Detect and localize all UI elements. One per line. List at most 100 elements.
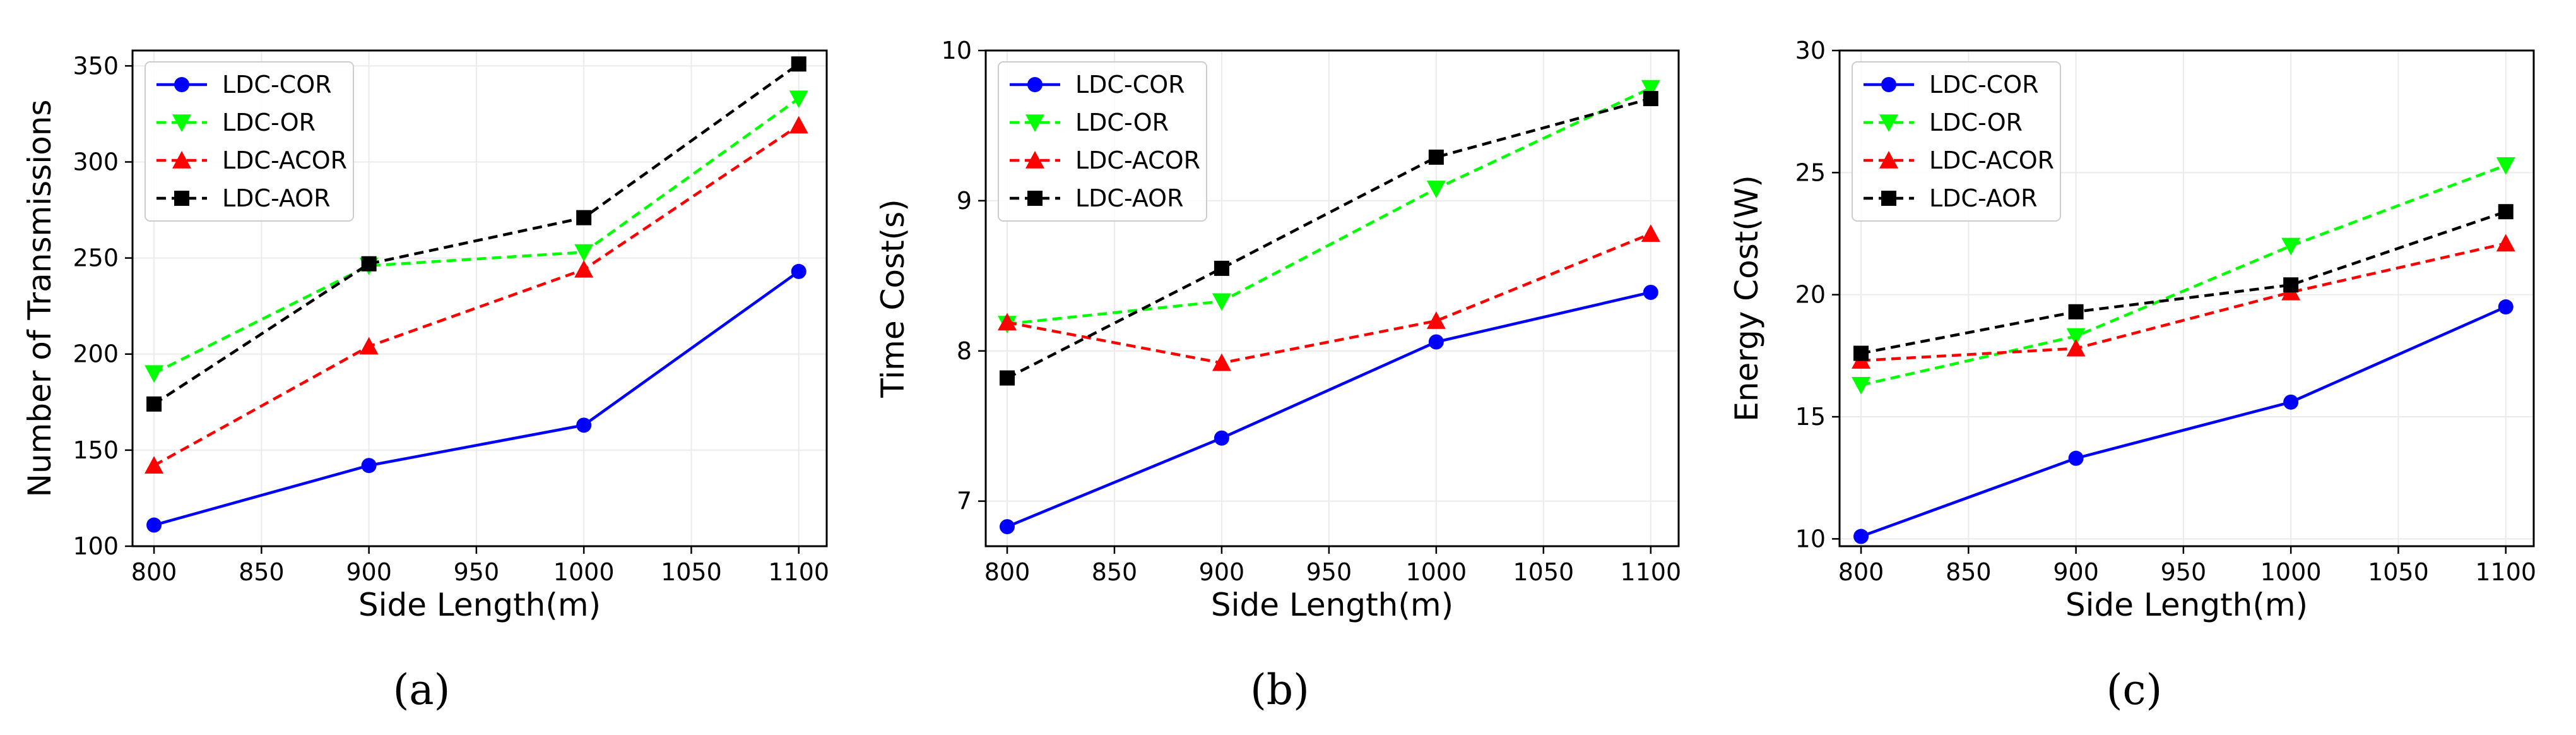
y-tick-label: 15 [1795, 403, 1826, 431]
data-point [1853, 345, 1869, 361]
y-tick-label: 150 [73, 436, 119, 464]
series-ldc-cor [1853, 299, 2514, 544]
data-point [2281, 237, 2301, 256]
data-point [359, 337, 379, 355]
data-point [2498, 299, 2514, 315]
series-line [1860, 305, 2507, 538]
x-tick-label: 950 [454, 558, 500, 586]
data-point [1214, 430, 1229, 446]
x-tick-label: 900 [1199, 558, 1245, 586]
series-line [153, 270, 800, 527]
data-point [361, 458, 377, 474]
data-point [2283, 394, 2299, 410]
data-point [361, 256, 377, 272]
y-axis-label: Energy Cost(W) [1728, 175, 1765, 422]
data-point [1641, 224, 1660, 242]
x-tick-label: 1000 [553, 558, 615, 586]
legend-marker [1881, 191, 1896, 206]
data-point [2068, 450, 2084, 466]
chart-panel-3: 800 850 900 950 1000 1050 1100 10 15 20 25 30 Side L… [1728, 37, 2536, 714]
legend-label: LDC-AOR [1075, 184, 1183, 212]
legend: LDC-COR LDC-OR LDC-ACOR LDC-AOR [145, 61, 354, 222]
data-point [1428, 149, 1444, 165]
data-point [791, 263, 806, 279]
legend-box [1852, 61, 2061, 222]
x-tick-label: 850 [239, 558, 285, 586]
y-tick-label: 100 [73, 532, 119, 560]
data-point [2498, 204, 2514, 220]
series-line [1860, 210, 2507, 355]
legend: LDC-COR LDC-OR LDC-ACOR LDC-AOR [1852, 61, 2061, 222]
legend-label: LDC-OR [1929, 109, 2023, 136]
data-point [1643, 91, 1658, 107]
x-tick-label: 1100 [2475, 558, 2536, 586]
x-axis-label: Side Length(m) [2065, 587, 2308, 623]
chart-panel-1: 800 850 900 950 1000 1050 1100 100 150 200 250 300 3… [21, 49, 829, 714]
y-tick-label: 10 [1795, 525, 1826, 553]
legend-label: LDC-ACOR [1929, 146, 2054, 174]
x-tick-label: 1100 [1620, 558, 1681, 586]
panel-caption: (a) [393, 666, 451, 714]
x-axis-label: Side Length(m) [1211, 587, 1453, 623]
series-line [1860, 164, 2507, 386]
legend-label: LDC-COR [1929, 71, 2039, 99]
data-point [1852, 377, 1871, 395]
axes-frame [1838, 49, 2535, 547]
axes-frame [131, 49, 828, 547]
data-point [2066, 328, 2086, 346]
series-ldc-acor [997, 224, 1660, 371]
y-tick-label: 10 [942, 37, 972, 64]
y-tick-label: 7 [957, 487, 972, 515]
legend-marker [1879, 151, 1898, 169]
legend-label: LDC-AOR [1929, 184, 2037, 212]
legend-marker [172, 151, 191, 169]
data-point [791, 56, 806, 72]
x-tick-label: 950 [1306, 558, 1352, 586]
legend-label: LDC-ACOR [222, 146, 347, 174]
data-point [997, 313, 1017, 331]
legend-marker [1027, 191, 1043, 206]
x-tick-label: 1000 [2260, 558, 2322, 586]
panel-caption: (b) [1250, 666, 1309, 714]
series-line [1007, 87, 1651, 326]
legend-label: LDC-AOR [222, 184, 330, 212]
x-tick-label: 850 [1092, 558, 1138, 586]
data-point [574, 260, 594, 278]
data-point [1212, 293, 1231, 311]
data-point [2496, 234, 2515, 252]
data-point [2068, 304, 2084, 320]
series-ldc-aor [1853, 204, 2514, 361]
chart-panel-2: 800 850 900 950 1000 1050 1100 7 8 9 10 Side Length… [875, 37, 1681, 714]
series-ldc-acor [145, 116, 808, 474]
panel-caption: (c) [2106, 666, 2162, 714]
series-ldc-cor [999, 284, 1658, 535]
data-point [789, 90, 808, 109]
data-point [2283, 277, 2299, 293]
legend-marker [174, 191, 189, 206]
legend: LDC-COR LDC-OR LDC-ACOR LDC-AOR [998, 61, 1207, 222]
legend-label: LDC-ACOR [1075, 146, 1200, 174]
x-tick-label: 900 [346, 558, 392, 586]
series-ldc-or [1852, 157, 2515, 395]
series-line [153, 124, 800, 467]
legend-marker [1025, 114, 1044, 132]
y-axis-label: Time Cost(s) [875, 199, 911, 398]
data-point [1641, 80, 1660, 98]
legend-box [145, 61, 354, 222]
series-ldc-aor [999, 91, 1658, 386]
y-tick-label: 350 [73, 52, 119, 80]
x-tick-label: 800 [1838, 558, 1884, 586]
axes-frame [984, 49, 1680, 547]
x-tick-label: 800 [984, 558, 1031, 586]
x-tick-label: 1050 [1513, 558, 1574, 586]
data-point [999, 519, 1015, 535]
data-point [2496, 157, 2515, 175]
legend-label: LDC-OR [222, 109, 316, 136]
series-line [153, 63, 800, 405]
legend-marker [174, 77, 189, 92]
data-point [1853, 529, 1869, 544]
series-line [1006, 97, 1651, 379]
y-tick-label: 8 [957, 337, 972, 365]
data-point [1643, 284, 1658, 300]
legend-label: LDC-OR [1075, 109, 1169, 136]
